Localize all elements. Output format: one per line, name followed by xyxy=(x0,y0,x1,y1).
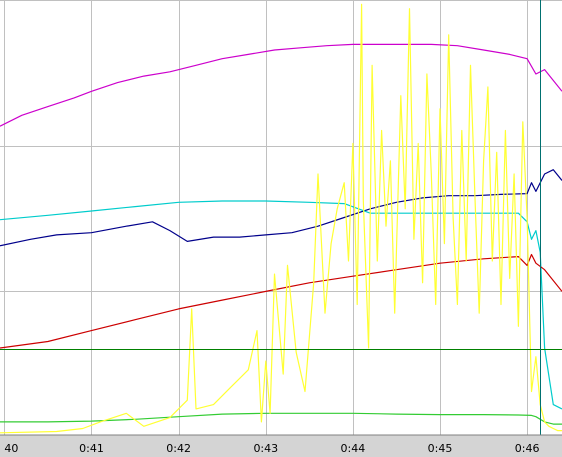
x-tick-label-1: 0:41 xyxy=(79,442,104,455)
x-tick-label-5: 0:45 xyxy=(428,442,453,455)
series-line-4 xyxy=(0,412,562,425)
x-axis-ticks: 40 0:41 0:42 0:43 0:44 0:45 0:46 xyxy=(4,442,539,455)
x-tick-label-4: 0:44 xyxy=(341,442,366,455)
x-axis-strip xyxy=(0,435,562,457)
x-tick-label-2: 0:42 xyxy=(166,442,191,455)
x-tick-label-3: 0:43 xyxy=(253,442,278,455)
series-line-1 xyxy=(0,169,562,247)
series-line-5 xyxy=(0,3,562,434)
x-tick-label-6: 0:46 xyxy=(515,442,540,455)
x-tick-label-0: 40 xyxy=(4,442,18,455)
series-layer xyxy=(0,3,562,434)
marker-layer xyxy=(0,0,562,435)
series-line-2 xyxy=(0,200,562,410)
series-line-3 xyxy=(0,253,562,349)
series-line-0 xyxy=(0,43,562,127)
